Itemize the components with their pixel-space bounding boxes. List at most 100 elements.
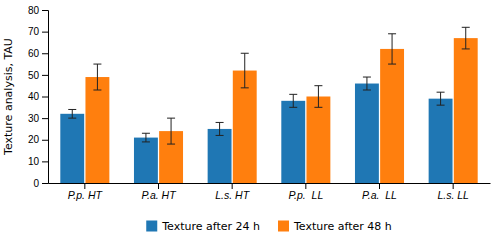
error-bar-stem [72,109,73,118]
y-tick-label: 10 [28,156,40,167]
y-axis: 0 10 20 30 40 50 60 70 80 [28,5,49,189]
x-tick-mark [158,183,159,189]
error-bar-stem [465,27,466,49]
error-bar [68,109,76,118]
y-tick-mark [42,10,48,11]
error-bar-cap [363,77,371,78]
error-bar-cap [142,141,150,142]
chart-svg: 0 10 20 30 40 50 60 70 80 P.p. HT P.a. HT L.s. HT P.… [0,0,500,239]
error-bar-stem [366,77,367,90]
error-bar [363,77,371,90]
legend-swatch [146,221,157,232]
error-bar-cap [437,92,445,93]
error-bar [241,53,249,88]
error-bar-cap [462,48,470,49]
x-tick-label: P.a. LL [362,189,397,201]
x-tick-label: L.s. HT [215,189,250,201]
bar [60,114,84,183]
bar [429,99,453,183]
error-bar-stem [145,133,146,142]
error-bar-cap [93,64,101,65]
bar [233,71,257,183]
error-bar-cap [93,90,101,91]
plot-area [60,27,477,183]
legend-label: Texture after 24 h [161,220,260,233]
y-tick: 50 [28,70,48,81]
x-tick-label: P.a. HT [141,189,177,201]
legend-label: Texture after 48 h [293,220,392,233]
error-bar-cap [241,87,249,88]
y-tick: 40 [28,91,48,102]
x-tick-mark [305,183,306,189]
y-axis-title: Texture analysis, TAU [2,38,15,156]
error-bar-stem [293,94,294,107]
error-bar [289,94,297,107]
error-bar-cap [363,90,371,91]
bar [355,84,379,183]
error-bar-cap [289,107,297,108]
error-bar [216,122,224,135]
error-bar-cap [216,135,224,136]
y-tick: 0 [33,178,48,189]
error-bar-stem [244,53,245,88]
y-tick-mark [42,53,48,54]
error-bar-cap [68,109,76,110]
error-bar-cap [289,94,297,95]
y-tick: 20 [28,134,48,145]
error-bar [314,86,322,108]
error-bar-cap [68,118,76,119]
bar [306,97,330,184]
y-tick-mark [42,161,48,162]
x-tick: P.p. LL [288,183,323,201]
error-bar [142,133,150,142]
legend-item: Texture after 24 h [146,220,260,233]
y-tick: 60 [28,48,48,59]
bar [85,77,109,183]
y-tick-label: 30 [28,113,40,124]
legend-item: Texture after 48 h [278,220,392,233]
y-tick: 10 [28,156,48,167]
error-bar-cap [216,122,224,123]
x-tick-mark [453,183,454,189]
y-tick-mark [42,75,48,76]
error-bar-cap [314,107,322,108]
y-tick-label: 0 [33,178,39,189]
y-tick-mark [42,140,48,141]
y-tick-label: 60 [28,48,40,59]
x-tick-label: P.p. LL [288,189,323,201]
y-tick: 70 [28,26,48,37]
x-tick-label: L.s. LL [437,189,469,201]
error-bar [93,64,101,90]
bar [208,129,232,183]
error-bar-cap [314,85,322,86]
x-tick: L.s. LL [437,183,469,201]
error-bar-cap [241,53,249,54]
bar-series [85,27,477,183]
axis-line [49,183,491,184]
y-tick-mark [42,97,48,98]
error-bar-stem [97,64,98,90]
y-tick-mark [42,183,48,184]
error-bar-stem [219,122,220,135]
bar [134,138,158,183]
x-tick-mark [232,183,233,189]
y-tick-label: 80 [28,5,40,16]
chart-container: 0 10 20 30 40 50 60 70 80 P.p. HT P.a. HT L.s. HT P.… [0,0,500,239]
legend-swatch [278,221,289,232]
error-bar [167,118,175,144]
error-bar-cap [167,144,175,145]
y-tick-label: 20 [28,134,40,145]
error-bar-stem [440,92,441,105]
y-tick-label: 50 [28,70,40,81]
bar [454,38,478,183]
axis-line [42,11,49,184]
y-tick-mark [42,32,48,33]
error-bar-stem [171,118,172,144]
x-tick: P.a. HT [141,183,177,201]
x-tick-mark [84,183,85,189]
y-tick-label: 70 [28,26,40,37]
error-bar-stem [392,34,393,64]
error-bar [388,34,396,64]
error-bar-cap [437,105,445,106]
x-tick: P.p. HT [68,183,104,201]
